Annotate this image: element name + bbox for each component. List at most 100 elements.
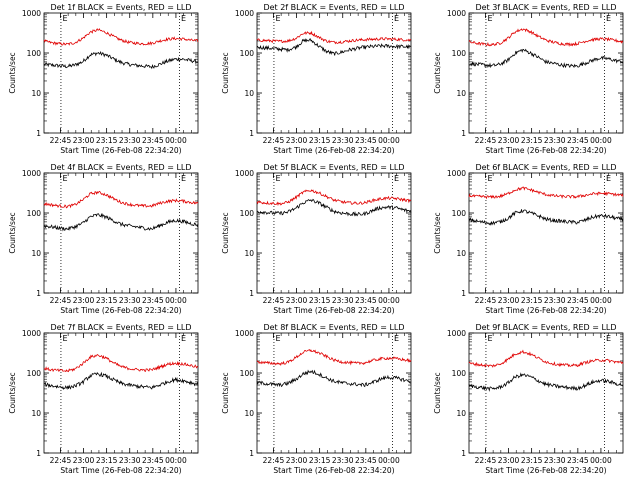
event-marker-label: E	[394, 14, 399, 23]
y-axis-label: Counts/sec	[8, 52, 17, 93]
y-axis-label: Counts/sec	[8, 372, 17, 413]
y-tick-label: 1000	[447, 169, 466, 178]
x-tick-label: 23:45	[355, 296, 377, 305]
detector-panel-4: Det 4f BLACK = Events, RED = LLD 1 10 100 10…	[8, 163, 199, 315]
series-events-line	[468, 372, 624, 392]
y-tick-label: 100	[27, 369, 42, 378]
y-tick-label: 1000	[22, 9, 41, 18]
event-marker-label: E	[181, 174, 186, 183]
y-tick-label: 1	[461, 449, 466, 458]
y-tick-label: 10	[456, 89, 466, 98]
x-tick-label: 00:00	[590, 456, 612, 465]
series-lld-line	[256, 349, 412, 367]
panel-title: Det 4f BLACK = Events, RED = LLD	[50, 163, 191, 172]
x-tick-label: 23:30	[544, 136, 566, 145]
x-axis-label: Start Time (26-Feb-08 22:34:20)	[60, 146, 181, 155]
x-tick-label: 22:45	[475, 456, 497, 465]
detector-panel-6: Det 6f BLACK = Events, RED = LLD 1 10 100 10…	[433, 163, 624, 315]
series-lld-line	[468, 28, 624, 47]
series-lld-line	[468, 186, 624, 200]
event-marker-label: E	[394, 174, 399, 183]
x-tick-label: 23:00	[286, 296, 308, 305]
y-tick-label: 10	[244, 249, 254, 258]
detector-panel-5: Det 5f BLACK = Events, RED = LLD 1 10 100 10…	[221, 163, 412, 315]
panel-title: Det 3f BLACK = Events, RED = LLD	[475, 3, 616, 12]
x-tick-label: 22:45	[263, 136, 285, 145]
detector-panel-3: Det 3f BLACK = Events, RED = LLD 1 10 100 10…	[433, 3, 624, 155]
y-tick-label: 1000	[22, 329, 41, 338]
y-axis-label: Counts/sec	[433, 212, 442, 253]
plot-frame	[43, 12, 199, 134]
x-tick-label: 00:00	[590, 296, 612, 305]
plot-frame	[43, 172, 199, 294]
y-tick-label: 1000	[235, 329, 254, 338]
x-tick-label: 00:00	[378, 456, 400, 465]
series-lld-line	[468, 349, 624, 368]
x-tick-label: 23:30	[332, 456, 354, 465]
x-axis-label: Start Time (26-Feb-08 22:34:20)	[273, 306, 394, 315]
y-tick-label: 1	[249, 289, 254, 298]
x-tick-label: 00:00	[165, 296, 187, 305]
event-marker-label: E	[487, 14, 492, 23]
y-tick-label: 10	[31, 249, 41, 258]
y-tick-label: 10	[31, 409, 41, 418]
y-tick-label: 10	[456, 409, 466, 418]
x-tick-label: 23:30	[119, 136, 141, 145]
x-tick-label: 00:00	[378, 136, 400, 145]
y-tick-label: 10	[31, 89, 41, 98]
x-axis-label: Start Time (26-Feb-08 22:34:20)	[485, 146, 606, 155]
y-tick-label: 1000	[235, 9, 254, 18]
x-tick-label: 23:30	[332, 296, 354, 305]
x-tick-label: 23:30	[119, 456, 141, 465]
x-tick-label: 23:15	[96, 296, 118, 305]
x-tick-label: 23:00	[498, 136, 520, 145]
x-tick-label: 23:45	[142, 296, 164, 305]
y-tick-label: 100	[240, 369, 255, 378]
x-tick-label: 23:00	[286, 136, 308, 145]
y-tick-label: 1	[36, 449, 41, 458]
event-marker-label: E	[606, 334, 611, 343]
panel-title: Det 6f BLACK = Events, RED = LLD	[475, 163, 616, 172]
y-tick-label: 100	[452, 369, 467, 378]
x-tick-label: 22:45	[50, 136, 72, 145]
plot-frame	[468, 172, 624, 294]
panel-title: Det 9f BLACK = Events, RED = LLD	[475, 323, 616, 332]
series-lld-line	[43, 190, 199, 209]
x-tick-label: 23:00	[498, 296, 520, 305]
detector-panel-9: Det 9f BLACK = Events, RED = LLD 1 10 100 10…	[433, 323, 624, 475]
plot-frame	[256, 172, 412, 294]
series-lld-line	[43, 353, 199, 373]
series-events-line	[468, 48, 624, 69]
x-tick-label: 00:00	[590, 136, 612, 145]
series-events-line	[256, 369, 412, 388]
panel-title: Det 1f BLACK = Events, RED = LLD	[50, 3, 191, 12]
series-lld-line	[256, 189, 412, 207]
detector-panel-7: Det 7f BLACK = Events, RED = LLD 1 10 100 10…	[8, 323, 199, 475]
y-tick-label: 1	[249, 449, 254, 458]
x-tick-label: 23:15	[309, 136, 331, 145]
x-tick-label: 23:45	[142, 136, 164, 145]
y-tick-label: 1	[461, 289, 466, 298]
x-tick-label: 23:15	[521, 456, 543, 465]
plot-frame	[468, 12, 624, 134]
panel-title: Det 2f BLACK = Events, RED = LLD	[263, 3, 404, 12]
event-marker-label: E	[275, 174, 280, 183]
y-tick-label: 10	[244, 409, 254, 418]
x-tick-label: 23:45	[355, 456, 377, 465]
event-marker-label: E	[606, 14, 611, 23]
series-events-line	[43, 50, 199, 70]
y-tick-label: 100	[240, 209, 255, 218]
x-tick-label: 23:30	[119, 296, 141, 305]
series-events-line	[468, 209, 624, 226]
y-tick-label: 1	[249, 129, 254, 138]
detector-panel-1: Det 1f BLACK = Events, RED = LLD 1 10 100 10…	[8, 3, 199, 155]
event-marker-label: E	[394, 334, 399, 343]
plot-frame	[43, 332, 199, 454]
series-events-line	[43, 371, 199, 390]
event-marker-label: E	[275, 334, 280, 343]
event-marker-label: E	[62, 14, 67, 23]
x-tick-label: 00:00	[165, 456, 187, 465]
x-tick-label: 22:45	[475, 136, 497, 145]
x-tick-label: 23:15	[96, 456, 118, 465]
